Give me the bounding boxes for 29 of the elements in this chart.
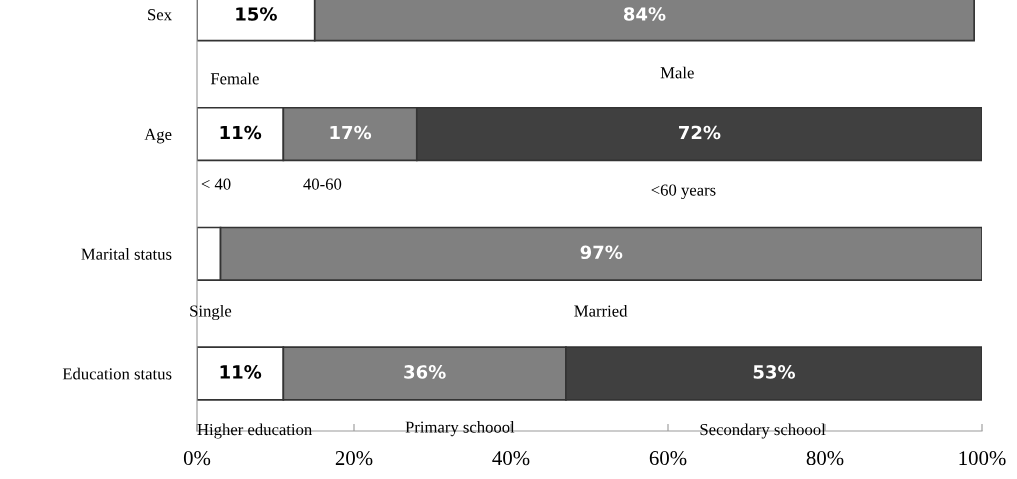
y-tick-label: Education status: [62, 367, 172, 380]
y-tick-label: Marital status: [81, 248, 172, 260]
data-label: 97%: [580, 245, 623, 260]
x-tick-label: 20%: [335, 451, 373, 466]
annotation: Secondary schoool: [700, 423, 826, 439]
annotation: <60 years: [651, 184, 716, 200]
data-label: 84%: [623, 7, 666, 21]
annotation: 40-60: [303, 178, 342, 190]
data-label: 53%: [753, 365, 796, 379]
data-label: 36%: [404, 365, 446, 379]
annotation: Higher education: [197, 423, 312, 439]
data-label: 72%: [679, 125, 721, 140]
annotation: Primary schoool: [405, 421, 515, 437]
data-label: 11%: [220, 125, 262, 140]
annotation: Single: [190, 304, 232, 321]
x-tick-label: 40%: [492, 451, 530, 466]
y-tick-label: Sex: [148, 9, 172, 21]
x-tick-label: 100%: [959, 451, 1006, 466]
x-tick-label: 60%: [649, 451, 687, 466]
data-label: 15%: [236, 7, 277, 21]
data-label: 11%: [220, 365, 262, 379]
x-tick-label: 80%: [806, 451, 844, 466]
annotation: Male: [660, 66, 694, 79]
annotation: Female: [210, 72, 259, 85]
annotation: Married: [574, 304, 628, 317]
y-tick-label: Age: [144, 128, 172, 144]
data-label: 17%: [330, 125, 372, 140]
annotation: < 40: [201, 178, 231, 190]
x-tick-label: 0%: [183, 451, 211, 466]
